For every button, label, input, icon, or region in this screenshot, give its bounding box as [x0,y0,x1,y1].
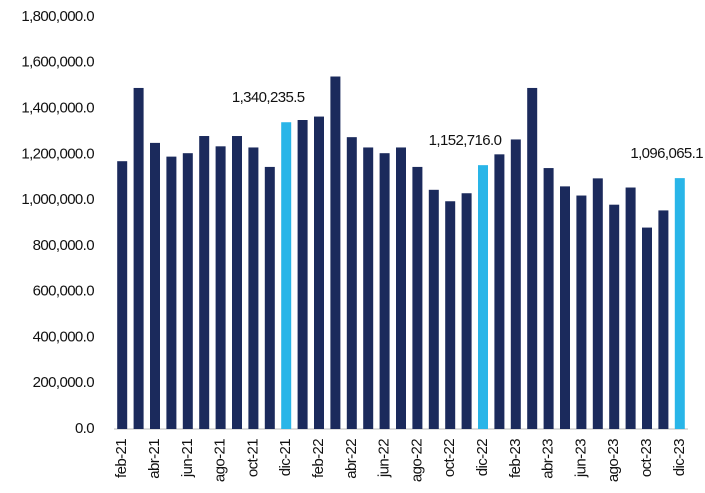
bar [133,87,144,429]
y-tick-label: 600,000.0 [33,283,95,300]
x-tick-label: jun-22 [376,439,393,478]
bar [363,147,374,429]
x-tick-label: ago-23 [605,439,622,482]
bar [642,227,652,429]
bar [625,187,636,429]
y-tick-label: 0.0 [75,420,94,437]
bar [510,139,521,429]
bar [609,204,620,429]
bar [281,122,292,429]
y-tick-label: 1,400,000.0 [21,100,94,117]
y-tick-label: 1,200,000.0 [21,145,94,162]
bar [232,136,242,429]
bar [248,147,259,429]
bar [527,87,538,429]
x-tick-label: dic-23 [671,439,688,477]
bar [314,116,324,430]
bar [150,142,160,429]
bar [576,195,587,429]
y-tick-label: 1,000,000.0 [21,191,94,208]
x-tick-label: abr-22 [343,439,360,479]
x-tick-label: oct-21 [244,439,261,477]
bar [199,136,210,429]
bar [674,178,685,429]
y-tick-label: 800,000.0 [33,237,95,254]
data-label: 1,152,716.0 [429,132,502,149]
bar [478,165,488,429]
x-tick-label: abr-21 [146,439,163,479]
y-tick-label: 1,800,000.0 [21,8,94,25]
bar [461,193,472,429]
x-tick-label: dic-22 [474,439,491,477]
bar [330,76,341,429]
x-tick-label: oct-22 [441,439,458,477]
x-tick-label: feb-21 [113,439,130,478]
x-tick-label: feb-22 [310,439,327,478]
bar [658,210,669,429]
data-label: 1,096,065.1 [630,145,703,162]
bar [297,120,308,429]
x-tick-label: jun-21 [179,439,196,478]
x-tick-label: feb-23 [507,439,524,478]
data-label: 1,340,235.5 [232,89,305,106]
bar [215,146,226,430]
bar [117,161,128,429]
bar [412,166,423,429]
x-tick-label: jun-23 [572,439,589,478]
x-tick-label: oct-23 [638,439,655,477]
y-tick-label: 1,600,000.0 [21,54,94,71]
bar [264,166,275,429]
bar [494,154,505,430]
bar [346,137,357,429]
bar [396,147,406,429]
bar [379,153,390,429]
y-tick-label: 200,000.0 [33,374,95,391]
bar [560,186,570,429]
x-tick-label: dic-21 [277,439,294,477]
y-tick-label: 400,000.0 [33,328,95,345]
bar [592,178,603,429]
x-tick-label: ago-21 [212,439,229,482]
bar [182,153,193,429]
bar [428,189,439,429]
bar [166,156,177,429]
bar [543,168,554,430]
bar [445,201,456,429]
x-tick-label: abr-23 [540,439,557,479]
x-tick-label: ago-22 [408,439,425,482]
